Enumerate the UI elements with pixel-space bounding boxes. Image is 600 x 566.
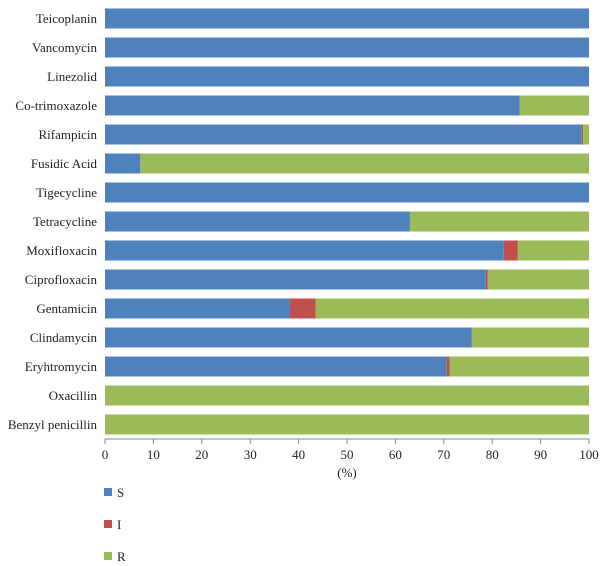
bar-segment-s-6 bbox=[105, 182, 589, 203]
x-tick-label: 90 bbox=[534, 447, 547, 462]
bar-segment-s-1 bbox=[105, 37, 589, 58]
category-label: Linezolid bbox=[47, 69, 97, 84]
x-tick-label: 10 bbox=[147, 447, 160, 462]
category-label: Eryhtromycin bbox=[25, 359, 98, 374]
bar-segment-r-5 bbox=[140, 153, 589, 174]
bar-segment-s-0 bbox=[105, 8, 589, 29]
category-label: Ciprofloxacin bbox=[25, 272, 98, 287]
category-label: Oxacillin bbox=[49, 388, 98, 403]
x-tick-label: 60 bbox=[389, 447, 402, 462]
x-tick-label: 0 bbox=[102, 447, 109, 462]
bar-segment-r-4 bbox=[583, 124, 589, 145]
bar-segment-s-8 bbox=[105, 240, 504, 261]
x-tick-label: 50 bbox=[341, 447, 354, 462]
category-label: Fusidic Acid bbox=[31, 156, 98, 171]
category-label: Tigecycline bbox=[36, 185, 97, 200]
x-ticks: 0 10 20 30 40 50 60 70 80 90 100 bbox=[102, 439, 599, 462]
bar-segment-i-10 bbox=[289, 298, 316, 319]
bar-segment-r-3 bbox=[519, 95, 589, 116]
bars-group bbox=[105, 8, 589, 435]
bar-segment-r-11 bbox=[471, 327, 589, 348]
category-label: Teicoplanin bbox=[36, 11, 98, 26]
category-label: Rifampicin bbox=[39, 127, 98, 142]
x-tick-label: 30 bbox=[244, 447, 257, 462]
bar-segment-r-13 bbox=[105, 385, 589, 406]
bar-segment-s-3 bbox=[105, 95, 520, 116]
x-tick-label: 100 bbox=[579, 447, 599, 462]
category-label: Benzyl penicillin bbox=[8, 417, 98, 432]
bar-segment-i-8 bbox=[503, 240, 518, 261]
bar-segment-s-11 bbox=[105, 327, 472, 348]
legend-swatch-i bbox=[104, 520, 112, 528]
bar-segment-r-8 bbox=[517, 240, 589, 261]
category-label: Clindamycin bbox=[30, 330, 98, 345]
x-tick-label: 20 bbox=[195, 447, 208, 462]
category-label: Vancomycin bbox=[32, 40, 97, 55]
bar-segment-s-7 bbox=[105, 211, 410, 232]
bar-segment-s-2 bbox=[105, 66, 589, 87]
bar-segment-s-5 bbox=[105, 153, 141, 174]
bar-segment-r-7 bbox=[409, 211, 589, 232]
x-tick-label: 80 bbox=[486, 447, 499, 462]
bar-segment-i-4 bbox=[581, 124, 584, 145]
category-label: Co-trimoxazole bbox=[15, 98, 97, 113]
bar-segment-r-12 bbox=[449, 356, 589, 377]
legend-label-i: I bbox=[117, 517, 121, 532]
bar-segment-s-9 bbox=[105, 269, 486, 290]
x-tick-label: 70 bbox=[437, 447, 450, 462]
category-label: Gentamicin bbox=[36, 301, 97, 316]
legend-swatch-s bbox=[104, 488, 112, 496]
x-tick-label: 40 bbox=[292, 447, 305, 462]
category-label: Moxifloxacin bbox=[26, 243, 97, 258]
legend-swatch-r bbox=[104, 552, 112, 560]
bar-segment-r-10 bbox=[315, 298, 589, 319]
bar-segment-s-10 bbox=[105, 298, 290, 319]
bar-segment-i-12 bbox=[446, 356, 450, 377]
legend-label-s: S bbox=[117, 485, 124, 500]
x-axis-title: (%) bbox=[337, 465, 357, 480]
bar-segment-r-9 bbox=[487, 269, 589, 290]
category-label: Tetracycline bbox=[33, 214, 97, 229]
bar-segment-i-9 bbox=[485, 269, 488, 290]
bar-segment-s-4 bbox=[105, 124, 582, 145]
legend-label-r: R bbox=[117, 549, 126, 564]
category-labels: Teicoplanin Vancomycin Linezolid Co-trimoxa… bbox=[8, 11, 98, 432]
legend: S I R bbox=[104, 485, 126, 564]
bar-segment-s-12 bbox=[105, 356, 447, 377]
bar-segment-r-14 bbox=[105, 414, 589, 435]
